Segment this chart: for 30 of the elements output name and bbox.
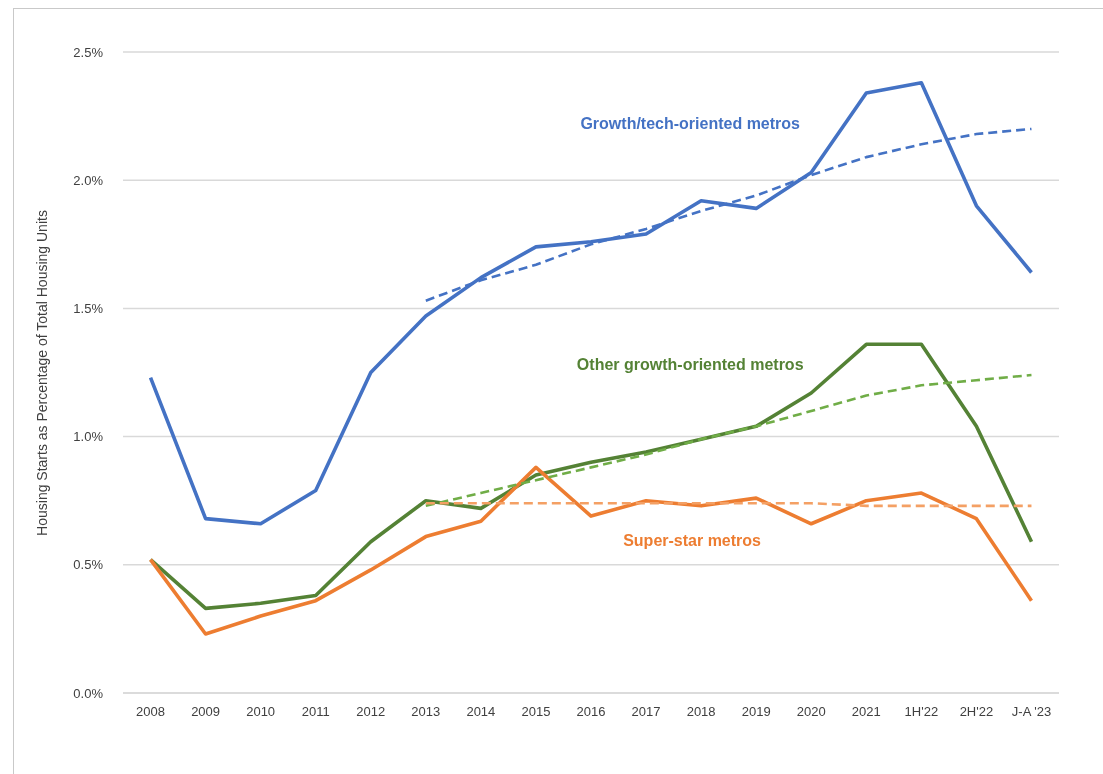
series-label: Super-star metros [623, 532, 761, 551]
x-tick-label: 2H'22 [959, 704, 994, 720]
x-tick-label: 2008 [136, 704, 165, 720]
x-tick-label: 2016 [576, 704, 606, 720]
y-tick-label: 2.5% [73, 44, 104, 60]
line-series [148, 465, 1034, 636]
text: Growth/tech-oriented metros [580, 114, 800, 133]
x-tick-label: 2013 [411, 704, 441, 720]
line-series [424, 373, 1033, 508]
y-tick-label: 0.5% [73, 557, 104, 573]
series-label: Other growth-oriented metros [576, 355, 804, 374]
x-tick-label: 2011 [301, 704, 330, 720]
y-tick-label: 1.0% [73, 429, 104, 445]
x-tick-label: 2020 [796, 704, 826, 720]
line-series [148, 80, 1034, 526]
x-tick-label: 2014 [466, 704, 496, 720]
x-tick-label: J-A '23 [1011, 704, 1052, 720]
y-tick-label: 1.5% [73, 301, 104, 317]
y-axis-title: Housing Starts as Percentage of Total Housing Units [34, 209, 50, 536]
x-tick-label: 2015 [521, 704, 551, 720]
x-tick-label: 2009 [191, 704, 221, 720]
x-tick-label: 2012 [356, 704, 386, 720]
x-tick-label: 2017 [631, 704, 661, 720]
x-tick-label: 2021 [851, 704, 881, 720]
x-tick-label: 2010 [246, 704, 276, 720]
y-tick-label: 0.0% [73, 685, 104, 701]
y-tick-label: 2.0% [73, 172, 104, 188]
x-tick-label: 1H'22 [904, 704, 939, 720]
x-tick-label: 2018 [686, 704, 716, 720]
x-tick-label: 2019 [741, 704, 771, 720]
